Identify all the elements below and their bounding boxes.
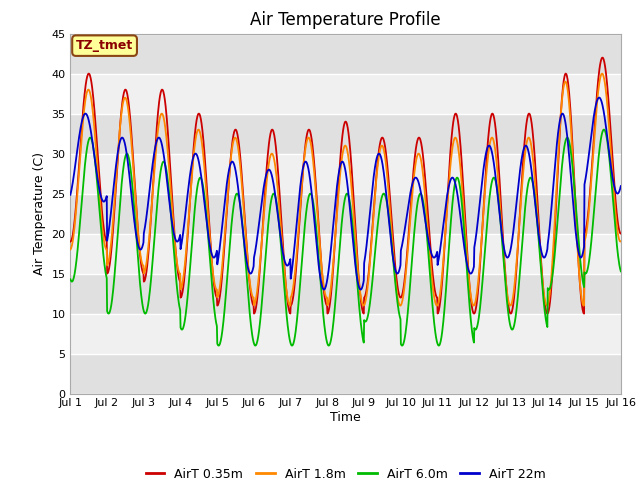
Line: AirT 0.35m: AirT 0.35m: [70, 58, 621, 313]
AirT 0.35m: [189, 156, 196, 161]
Bar: [70, 313, 621, 354]
AirT 1.8m: [431, 298, 439, 304]
AirT 1.8m: [67, 247, 74, 252]
AirT 22m: [504, 255, 511, 261]
AirT 22m: [320, 287, 328, 292]
X-axis label: Time: Time: [330, 411, 361, 424]
Bar: [70, 114, 621, 154]
AirT 22m: [67, 192, 74, 198]
AirT 6.0m: [435, 343, 443, 348]
Bar: [70, 73, 621, 114]
AirT 22m: [189, 156, 196, 162]
AirT 1.8m: [175, 270, 183, 276]
AirT 22m: [175, 235, 183, 241]
AirT 6.0m: [189, 229, 196, 235]
Bar: [70, 34, 621, 73]
AirT 1.8m: [250, 302, 258, 308]
AirT 0.35m: [552, 215, 559, 221]
AirT 22m: [552, 153, 559, 159]
AirT 0.35m: [67, 239, 74, 244]
AirT 0.35m: [598, 55, 606, 60]
AirT 1.8m: [503, 288, 511, 294]
AirT 1.8m: [580, 303, 588, 309]
AirT 6.0m: [617, 268, 625, 274]
Title: Air Temperature Profile: Air Temperature Profile: [250, 11, 441, 29]
Line: AirT 6.0m: AirT 6.0m: [70, 130, 621, 346]
Bar: [70, 274, 621, 313]
AirT 1.8m: [617, 239, 625, 244]
AirT 0.35m: [431, 288, 439, 294]
AirT 6.0m: [250, 342, 258, 348]
Bar: [70, 193, 621, 234]
AirT 22m: [617, 183, 625, 189]
AirT 1.8m: [552, 206, 559, 212]
AirT 1.8m: [598, 71, 606, 76]
AirT 6.0m: [552, 240, 559, 245]
Line: AirT 1.8m: AirT 1.8m: [70, 73, 621, 306]
Line: AirT 22m: AirT 22m: [70, 97, 621, 289]
Bar: [70, 154, 621, 193]
Y-axis label: Air Temperature (C): Air Temperature (C): [33, 152, 46, 275]
AirT 6.0m: [431, 326, 439, 332]
AirT 22m: [431, 254, 439, 260]
Text: TZ_tmet: TZ_tmet: [76, 39, 133, 52]
AirT 6.0m: [67, 276, 74, 282]
AirT 0.35m: [580, 311, 588, 316]
AirT 0.35m: [503, 289, 511, 295]
AirT 22m: [250, 253, 258, 259]
AirT 6.0m: [175, 304, 183, 310]
AirT 1.8m: [189, 161, 196, 167]
AirT 0.35m: [175, 277, 183, 283]
AirT 6.0m: [600, 127, 608, 132]
AirT 6.0m: [504, 300, 511, 306]
AirT 0.35m: [617, 231, 625, 237]
AirT 0.35m: [250, 311, 258, 316]
AirT 22m: [595, 95, 603, 100]
Bar: [70, 234, 621, 274]
Legend: AirT 0.35m, AirT 1.8m, AirT 6.0m, AirT 22m: AirT 0.35m, AirT 1.8m, AirT 6.0m, AirT 2…: [141, 463, 550, 480]
Bar: [70, 354, 621, 394]
